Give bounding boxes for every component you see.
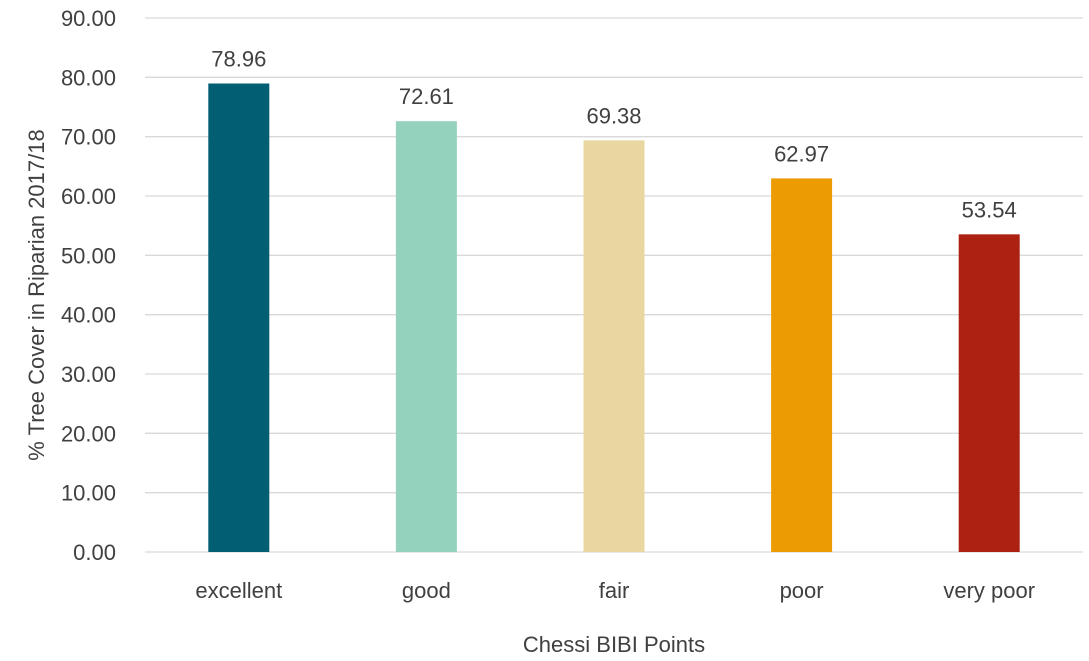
bar-fair: [583, 140, 645, 552]
bar-good: [395, 121, 457, 552]
data-labels: 78.96 72.61 69.38 62.97 53.54: [211, 47, 1016, 223]
data-label: 62.97: [774, 141, 829, 166]
y-axis-tick-labels: 0.00 10.00 20.00 30.00 40.00 50.00 60.00 70.00 8…: [61, 6, 116, 565]
x-tick-label: very poor: [943, 578, 1035, 603]
x-axis-category-labels: excellent good fair poor very poor: [195, 578, 1035, 603]
bars: [208, 83, 1020, 553]
y-tick-label: 10.00: [61, 481, 116, 506]
y-tick-label: 70.00: [61, 125, 116, 150]
y-tick-label: 60.00: [61, 184, 116, 209]
y-tick-label: 0.00: [73, 540, 116, 565]
y-tick-label: 20.00: [61, 421, 116, 446]
x-tick-label: fair: [599, 578, 630, 603]
data-label: 78.96: [211, 47, 266, 72]
x-tick-label: poor: [780, 578, 824, 603]
bar-poor: [771, 178, 833, 553]
x-tick-label: good: [402, 578, 451, 603]
bar-excellent: [208, 83, 270, 552]
y-tick-label: 30.00: [61, 362, 116, 387]
y-axis-title: % Tree Cover in Riparian 2017/18: [24, 129, 49, 460]
y-tick-label: 50.00: [61, 243, 116, 268]
data-label: 53.54: [962, 197, 1017, 222]
y-tick-label: 80.00: [61, 65, 116, 90]
data-label: 69.38: [586, 103, 641, 128]
x-tick-label: excellent: [195, 578, 282, 603]
bar-very-poor: [958, 234, 1020, 552]
y-tick-label: 90.00: [61, 6, 116, 31]
data-label: 72.61: [399, 84, 454, 109]
y-tick-label: 40.00: [61, 303, 116, 328]
x-axis-title: Chessi BIBI Points: [523, 632, 705, 657]
